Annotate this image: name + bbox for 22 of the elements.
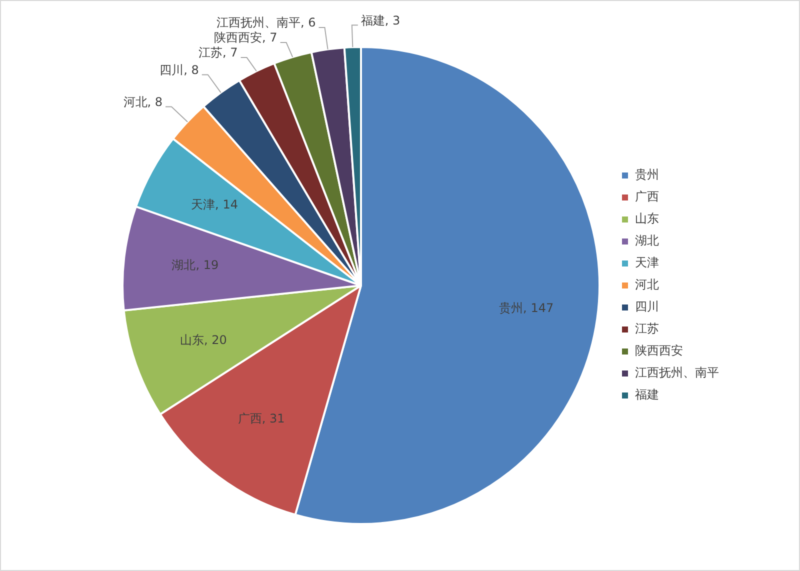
data-label: 河北, 8 [123,94,163,109]
legend-label: 江苏 [635,322,659,336]
legend-label: 陕西西安 [635,344,683,358]
legend-label: 贵州 [635,168,659,182]
data-label: 陕西西安, 7 [214,30,278,45]
data-label: 山东, 20 [180,332,227,347]
legend-label: 山东 [635,212,659,226]
data-label: 江西抚州、南平, 6 [216,16,316,30]
data-label: 江苏, 7 [198,46,238,60]
legend-label: 四川 [635,300,659,314]
legend-label: 江西抚州、南平 [635,366,719,380]
data-label: 四川, 8 [160,62,199,77]
legend-label: 湖北 [635,234,659,248]
legend-label: 广西 [635,190,659,204]
legend-label: 天津 [635,256,659,270]
data-label: 湖北, 19 [172,258,219,272]
data-label: 贵州, 147 [499,300,554,315]
legend-label: 福建 [635,388,659,402]
data-label: 天津, 14 [191,198,238,212]
data-label: 福建, 3 [360,13,400,28]
legend-label: 河北 [635,278,659,292]
data-label: 广西, 31 [238,412,285,426]
